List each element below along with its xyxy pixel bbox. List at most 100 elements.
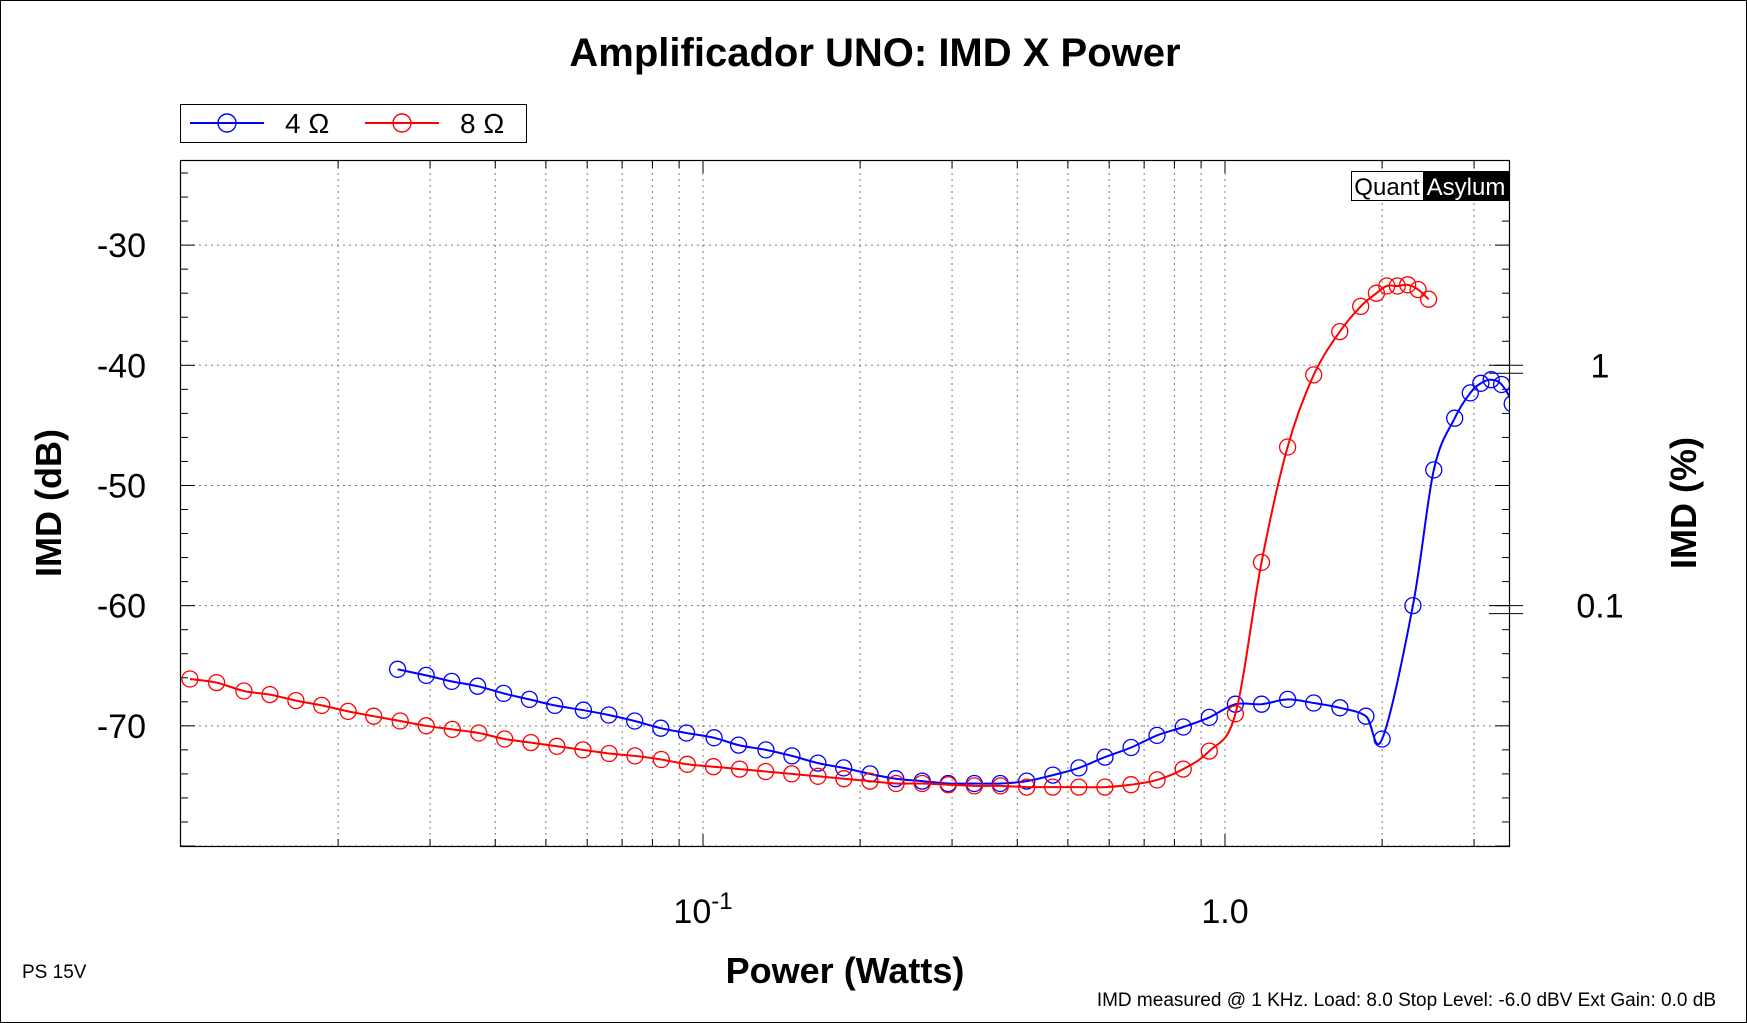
data-point-4ohm <box>677 724 696 742</box>
data-point-4ohm <box>1096 748 1114 766</box>
data-point-8ohm <box>730 760 749 778</box>
data-point-4ohm <box>1515 438 1531 454</box>
data-point-4ohm <box>388 660 407 678</box>
data-point-4ohm <box>443 672 461 691</box>
y2-tick-label: 1 <box>1591 347 1610 385</box>
data-point-4ohm <box>1482 371 1500 389</box>
data-point-8ohm <box>1148 771 1166 789</box>
data-point-4ohm <box>1252 695 1271 713</box>
x-tick-label: 10-1 <box>673 888 732 931</box>
data-point-4ohm <box>783 747 801 765</box>
data-point-4ohm <box>626 712 644 730</box>
data-point-8ohm <box>809 767 827 785</box>
data-point-4ohm <box>1373 730 1391 748</box>
data-point-8ohm <box>1200 742 1218 760</box>
data-point-4ohm <box>729 736 748 754</box>
logo-text-asylum: Asylum <box>1427 174 1506 201</box>
series-line-4ohm <box>397 378 1509 785</box>
data-point-4ohm <box>1305 694 1323 712</box>
data-point-4ohm <box>1425 461 1443 479</box>
data-point-8ohm <box>1018 778 1036 796</box>
data-point-8ohm <box>235 682 253 700</box>
data-point-4ohm <box>757 741 775 759</box>
legend-marker-8ohm <box>392 113 412 133</box>
data-point-8ohm <box>835 770 853 788</box>
footer-measure-note: IMD measured @ 1 KHz. Load: 8.0 Stop Lev… <box>1097 990 1716 1011</box>
footer-left-note: PS 15V <box>22 962 87 983</box>
data-point-8ohm <box>1278 438 1297 456</box>
data-point-4ohm <box>1492 375 1509 394</box>
legend-label-8ohm: 8 Ω <box>460 108 504 139</box>
data-point-4ohm <box>1503 395 1509 412</box>
data-point-8ohm <box>1331 322 1349 341</box>
y-tick-label: -30 <box>97 227 146 265</box>
data-point-4ohm <box>1148 726 1166 745</box>
legend-label-4ohm: 4 Ω <box>285 108 329 139</box>
chart-title: Amplificador UNO: IMD X Power <box>569 31 1180 75</box>
data-point-4ohm <box>1200 708 1218 727</box>
data-point-8ohm <box>1096 778 1114 796</box>
data-point-8ohm <box>261 685 279 704</box>
data-point-4ohm <box>520 690 539 709</box>
data-point-8ohm <box>548 737 566 755</box>
data-point-4ohm <box>1018 772 1036 790</box>
data-point-4ohm <box>705 729 723 747</box>
data-point-8ohm <box>1419 290 1438 308</box>
y-tick-label: -60 <box>97 588 146 626</box>
y-tick-label: -70 <box>97 708 146 746</box>
data-point-4ohm <box>887 770 905 788</box>
data-point-4ohm <box>574 701 593 719</box>
x-tick-label: 1.0 <box>1201 893 1248 931</box>
data-point-4ohm <box>1357 707 1375 725</box>
data-point-8ohm <box>181 670 199 688</box>
series <box>181 276 1531 796</box>
data-point-8ohm <box>1409 280 1427 299</box>
y-tick-label: -40 <box>97 347 146 385</box>
data-point-4ohm <box>1278 690 1297 709</box>
y-tick-label: -50 <box>97 467 146 505</box>
data-point-8ohm <box>861 772 879 790</box>
data-point-4ohm <box>1404 596 1422 615</box>
data-point-8ohm <box>574 741 592 759</box>
data-point-8ohm <box>313 696 331 715</box>
data-point-8ohm <box>207 673 226 692</box>
data-point-8ohm <box>652 750 670 769</box>
data-point-4ohm <box>835 759 853 777</box>
data-point-4ohm <box>1446 409 1464 427</box>
data-point-8ohm <box>496 730 514 748</box>
data-point-8ohm <box>1044 778 1062 796</box>
data-point-8ohm <box>1378 277 1396 295</box>
data-point-8ohm <box>339 702 357 721</box>
y2-axis-label: IMD (%) <box>1663 437 1704 569</box>
data-point-8ohm <box>470 724 488 742</box>
data-point-4ohm <box>1070 759 1088 777</box>
data-point-4ohm <box>417 666 435 685</box>
data-point-8ohm <box>417 717 435 735</box>
axis-ticks: -30 -40 -50 -60 -70 1 0.1 10-1 1.0 <box>97 161 1624 931</box>
data-point-8ohm <box>626 747 644 765</box>
data-point-8ohm <box>391 712 409 730</box>
legend: 4 Ω 8 Ω <box>180 104 527 143</box>
data-point-8ohm <box>939 776 957 794</box>
data-point-8ohm <box>522 733 540 752</box>
data-point-8ohm <box>443 720 461 739</box>
x-axis-label: Power (Watts) <box>726 950 965 991</box>
plot-area <box>179 159 1511 848</box>
data-point-8ohm <box>1070 778 1088 796</box>
data-point-4ohm <box>494 684 513 703</box>
data-point-8ohm <box>1399 276 1417 294</box>
data-point-8ohm <box>913 774 931 793</box>
data-point-8ohm <box>783 765 801 783</box>
data-point-8ohm <box>965 777 984 795</box>
data-point-4ohm <box>600 706 618 724</box>
data-point-8ohm <box>287 691 305 710</box>
data-point-8ohm <box>1226 705 1245 723</box>
data-point-8ohm <box>678 755 696 773</box>
data-point-8ohm <box>704 758 723 776</box>
data-point-8ohm <box>887 774 905 793</box>
logo-text-quant: Quant <box>1354 174 1420 201</box>
quantasylum-logo: Quant Asylum <box>1351 171 1509 201</box>
data-point-4ohm <box>1331 699 1349 717</box>
data-point-4ohm <box>809 754 827 772</box>
